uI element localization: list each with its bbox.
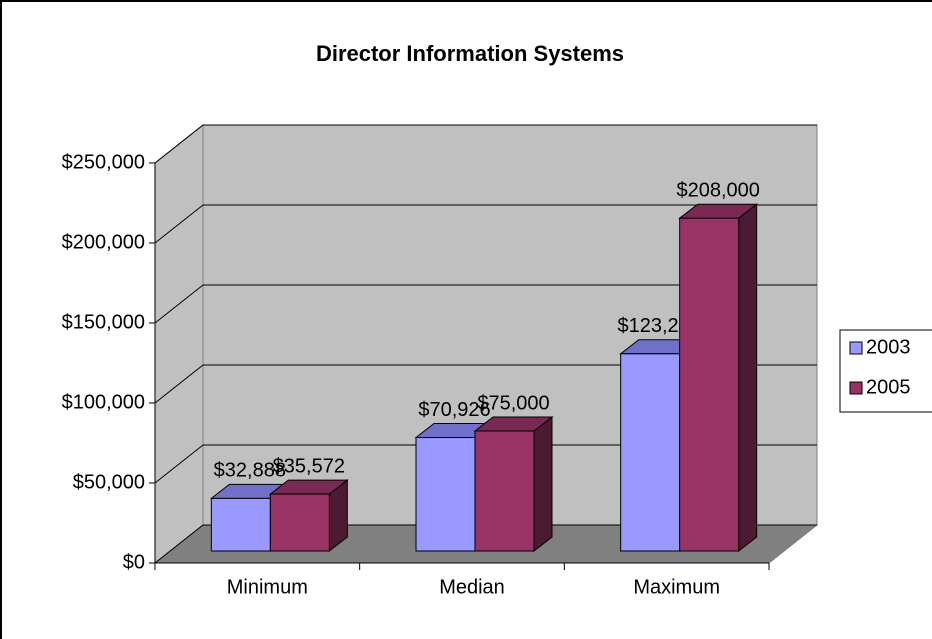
bar: [415, 437, 476, 552]
grid-line: [154, 364, 204, 404]
value-label: $32,888: [214, 460, 286, 482]
grid-line: [154, 124, 204, 164]
y-tick-label: $50,000: [73, 471, 145, 493]
grid-line: [154, 444, 204, 484]
x-tick-label: Median: [439, 576, 505, 598]
bar: [679, 217, 740, 552]
y-tick-label: $0: [123, 551, 145, 573]
legend-label: 2005: [866, 376, 911, 398]
grid-line: [154, 524, 204, 564]
bar-side: [533, 415, 553, 553]
bar: [210, 497, 271, 552]
grid-line: [154, 284, 204, 324]
bar: [474, 430, 535, 552]
grid-line: [154, 204, 204, 244]
value-label: $75,000: [477, 392, 549, 414]
legend-swatch: [849, 381, 863, 395]
chart-title: Director Information Systems: [316, 41, 624, 66]
y-tick-label: $250,000: [62, 151, 145, 173]
y-tick-label: $200,000: [62, 231, 145, 253]
bar: [620, 353, 681, 552]
bar: [269, 493, 330, 552]
value-label: $35,572: [273, 455, 345, 477]
x-tick-label: Minimum: [227, 576, 308, 598]
legend-label: 2003: [866, 336, 911, 358]
x-tick-label: Maximum: [633, 576, 720, 598]
value-label: $208,000: [676, 179, 759, 201]
side-wall: [154, 123, 204, 565]
y-tick-label: $100,000: [62, 391, 145, 413]
bar-side: [738, 203, 758, 553]
value-label: $70,926: [418, 399, 490, 421]
y-tick-label: $150,000: [62, 311, 145, 333]
legend-swatch: [849, 341, 863, 355]
